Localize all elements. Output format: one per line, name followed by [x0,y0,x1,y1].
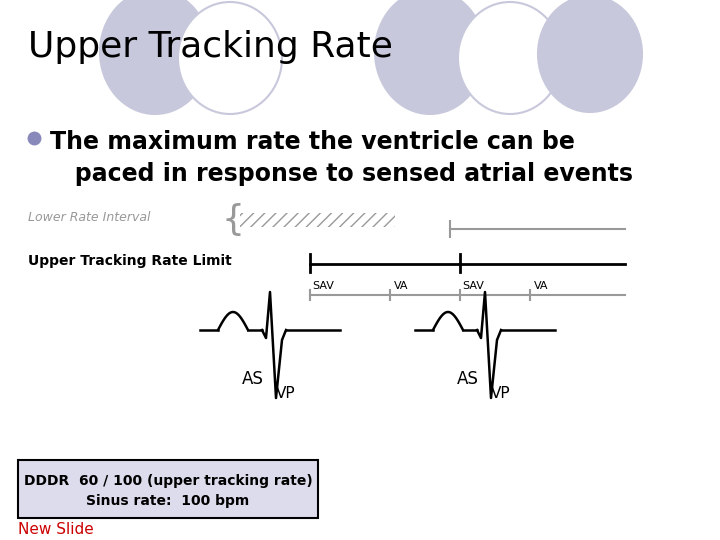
Bar [240,213,395,227]
Text: Sinus rate:  100 bpm: Sinus rate: 100 bpm [86,494,250,508]
Text: DDDR  60 / 100 (upper tracking rate): DDDR 60 / 100 (upper tracking rate) [24,474,312,488]
Text: The maximum rate the ventricle can be: The maximum rate the ventricle can be [50,130,575,154]
Text: AS: AS [457,370,479,388]
Text: AS: AS [242,370,264,388]
Ellipse shape [100,0,210,114]
Ellipse shape [178,2,282,114]
Ellipse shape [458,2,562,114]
Text: VA: VA [394,281,408,291]
Text: VP: VP [491,386,510,401]
Text: {: { [222,203,245,237]
Text: paced in response to sensed atrial events: paced in response to sensed atrial event… [50,162,633,186]
Ellipse shape [538,0,642,112]
Text: VP: VP [276,386,296,401]
Ellipse shape [375,0,485,114]
Text: Lower Rate Interval: Lower Rate Interval [28,211,150,224]
Text: Upper Tracking Rate: Upper Tracking Rate [28,30,393,64]
Text: SAV: SAV [462,281,484,291]
Text: Upper Tracking Rate Limit: Upper Tracking Rate Limit [28,254,232,268]
Text: SAV: SAV [312,281,334,291]
Text: VA: VA [534,281,549,291]
FancyBboxPatch shape [18,460,318,518]
Text: New Slide: New Slide [18,522,94,537]
